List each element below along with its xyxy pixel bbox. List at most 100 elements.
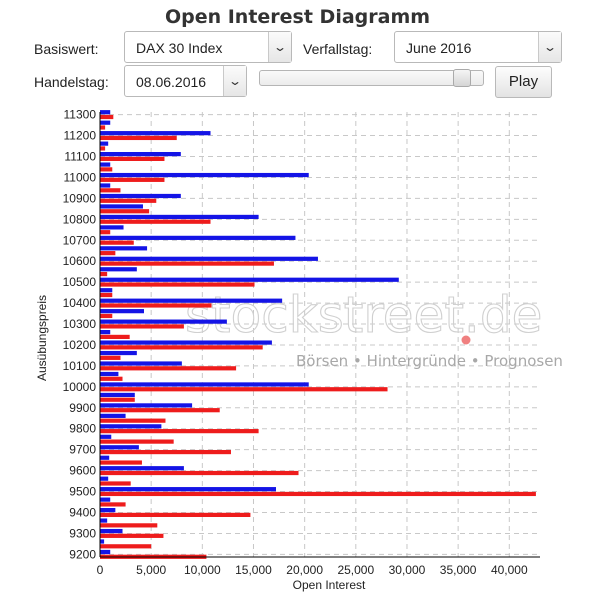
watermark: stockstreet.de Börsen • Hintergründe • P… — [184, 285, 562, 370]
bar-series-2 — [100, 345, 263, 350]
bar-series-1 — [100, 172, 309, 178]
bar-series-2 — [100, 177, 165, 182]
bar-series-1 — [100, 549, 111, 555]
bar-series-1 — [100, 246, 148, 251]
bar-series-2 — [100, 135, 177, 141]
bar-series-2 — [100, 146, 106, 151]
bar-series-1 — [100, 466, 184, 471]
x-tick-label: 20,000 — [286, 563, 323, 577]
x-axis-title: Open Interest — [293, 578, 366, 592]
bar-series-2 — [100, 188, 121, 193]
bar-series-1 — [100, 309, 144, 314]
bar-series-2 — [100, 209, 150, 214]
date-slider[interactable] — [259, 69, 484, 87]
bar-series-2 — [100, 418, 166, 423]
y-tick-label: 10700 — [63, 233, 97, 247]
bar-series-2 — [100, 502, 126, 507]
open-interest-chart: stockstreet.de Börsen • Hintergründe • P… — [35, 108, 563, 592]
bar-series-1 — [100, 497, 111, 502]
bar-series-2 — [100, 125, 106, 130]
bar-series-1 — [100, 183, 111, 188]
bar-series-2 — [100, 544, 152, 549]
basiswert-value: DAX 30 Index — [136, 40, 223, 56]
y-tick-label: 11200 — [64, 129, 97, 143]
bar-series-1 — [100, 141, 109, 146]
x-tick-label: 25,000 — [337, 563, 374, 577]
slider-handle[interactable] — [453, 69, 471, 87]
handelstag-label: Handelstag: — [34, 74, 109, 90]
handelstag-value: 08.06.2016 — [136, 74, 207, 90]
play-button[interactable]: Play — [495, 66, 552, 98]
bar-series-1 — [100, 528, 123, 534]
bar-series-1 — [100, 476, 109, 481]
bar-series-2 — [100, 313, 113, 319]
y-tick-label: 9800 — [69, 422, 96, 436]
y-tick-label: 10800 — [63, 212, 97, 226]
basiswert-select[interactable]: DAX 30 Index ⌄ — [124, 31, 292, 63]
y-tick-label: 10100 — [63, 359, 97, 373]
bar-series-2 — [100, 523, 158, 528]
bar-series-1 — [100, 445, 139, 450]
y-tick-label: 9900 — [69, 401, 96, 415]
bar-series-2 — [100, 251, 116, 256]
bar-series-1 — [100, 340, 272, 345]
handelstag-select[interactable]: 08.06.2016 ⌄ — [124, 65, 247, 97]
bar-series-2 — [100, 366, 237, 371]
y-tick-label: 10300 — [63, 317, 97, 331]
bar-series-1 — [100, 131, 211, 136]
bar-series-1 — [100, 235, 296, 240]
y-tick-label: 9500 — [69, 485, 96, 499]
bar-series-2 — [100, 533, 164, 538]
bar-series-2 — [100, 167, 113, 172]
bar-series-2 — [100, 376, 123, 381]
y-tick-label: 11300 — [64, 108, 97, 122]
bar-series-2 — [100, 292, 113, 298]
bar-series-1 — [100, 152, 181, 157]
page-title: Open Interest Diagramm — [164, 6, 431, 28]
bar-series-2 — [100, 355, 121, 360]
y-tick-label: 11100 — [64, 150, 96, 164]
bar-series-1 — [100, 424, 162, 429]
bar-series-2 — [100, 470, 299, 476]
bar-series-1 — [100, 350, 137, 356]
bar-series-2 — [100, 334, 130, 339]
bar-series-2 — [100, 387, 388, 392]
bar-series-2 — [100, 491, 536, 497]
bar-series-2 — [100, 156, 165, 161]
y-tick-label: 10600 — [63, 254, 97, 268]
bar-series-2 — [100, 408, 220, 413]
y-tick-label: 11000 — [64, 170, 97, 184]
bar-series-2 — [100, 282, 255, 287]
chevron-down-icon: ⌄ — [268, 32, 291, 62]
bar-series-1 — [100, 193, 181, 199]
verfallstag-value: June 2016 — [406, 40, 472, 56]
x-tick-label: 10,000 — [184, 563, 221, 577]
y-tick-label: 9700 — [69, 443, 96, 457]
bar-series-2 — [100, 512, 251, 517]
bar-series-1 — [100, 487, 276, 492]
x-tick-label: 0 — [97, 563, 104, 577]
verfallstag-select[interactable]: June 2016 ⌄ — [394, 31, 562, 63]
bar-series-2 — [100, 261, 274, 266]
bar-series-2 — [100, 460, 142, 465]
y-tick-label: 9200 — [69, 547, 96, 561]
bar-series-1 — [100, 455, 110, 460]
y-tick-label: 9300 — [69, 526, 96, 540]
chevron-down-icon: ⌄ — [223, 66, 246, 96]
y-axis-title: Ausübungspreis — [35, 295, 49, 381]
bar-series-2 — [100, 429, 259, 434]
bar-series-1 — [100, 256, 318, 261]
bar-series-1 — [100, 214, 259, 220]
bar-series-1 — [100, 277, 399, 282]
bar-series-2 — [100, 303, 212, 308]
watermark-name: stockstreet.de — [185, 286, 542, 344]
watermark-dot — [461, 335, 471, 345]
bar-series-1 — [100, 403, 193, 408]
y-tick-label: 10200 — [63, 338, 97, 352]
bar-series-1 — [100, 508, 116, 513]
x-tick-label: 5,000 — [136, 563, 166, 577]
bar-series-2 — [100, 198, 157, 203]
bar-series-1 — [100, 413, 126, 418]
x-tick-label: 30,000 — [389, 563, 426, 577]
y-tick-label: 9400 — [69, 506, 96, 520]
